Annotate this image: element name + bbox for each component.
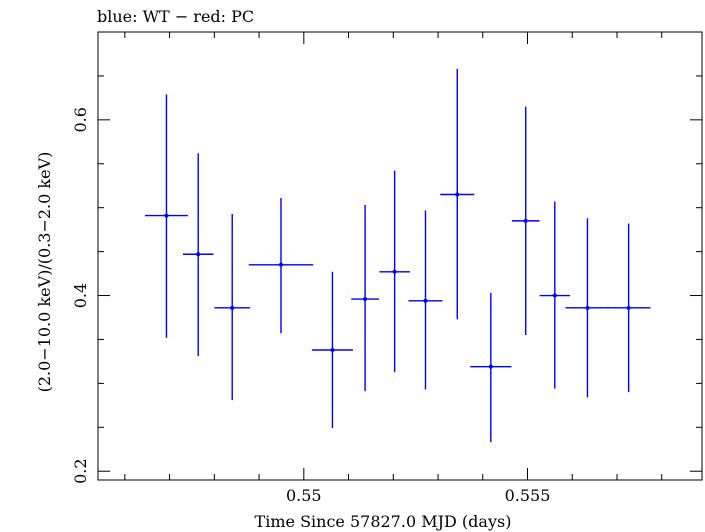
point-marker	[392, 269, 397, 274]
plot-frame	[97, 31, 703, 481]
point-marker	[278, 262, 283, 267]
y-tick-label: 0.4	[71, 283, 90, 308]
data-point-wt	[539, 201, 571, 389]
data-point-wt	[183, 153, 214, 357]
data-points	[144, 68, 651, 443]
point-marker	[552, 293, 557, 298]
point-marker	[523, 218, 528, 223]
point-marker	[230, 305, 235, 310]
data-point-wt	[470, 292, 512, 443]
data-point-wt	[248, 198, 314, 334]
point-marker	[626, 305, 631, 310]
y-axis-label: (2.0−10.0 keV)/(0.3−2.0 keV)	[35, 152, 54, 393]
point-marker	[585, 305, 590, 310]
data-point-wt	[565, 218, 610, 398]
data-point-wt	[144, 94, 188, 338]
point-marker	[363, 297, 368, 302]
x-tick-label: 0.55	[286, 486, 322, 505]
tick-labels: 0.55 0.555 0.2 0.4 0.6	[71, 107, 550, 505]
x-axis-label: Time Since 57827.0 MJD (days)	[255, 512, 512, 531]
point-marker	[330, 347, 335, 352]
x-tick-label: 0.555	[505, 486, 551, 505]
point-marker	[488, 364, 493, 369]
point-marker	[423, 298, 428, 303]
data-point-wt	[408, 210, 443, 390]
y-tick-label: 0.6	[71, 107, 90, 132]
y-tick-label: 0.2	[71, 458, 90, 483]
chart-title: blue: WT − red: PC	[97, 7, 254, 26]
point-marker	[164, 213, 169, 218]
axis-ticks	[98, 32, 702, 480]
data-point-wt	[379, 170, 410, 372]
data-point-wt	[511, 106, 540, 336]
point-marker	[455, 192, 460, 197]
data-point-wt	[311, 271, 354, 429]
data-point-wt	[351, 205, 379, 392]
data-point-wt	[440, 68, 475, 320]
data-point-wt	[214, 213, 251, 401]
point-marker	[196, 252, 201, 257]
data-point-wt	[606, 223, 651, 393]
